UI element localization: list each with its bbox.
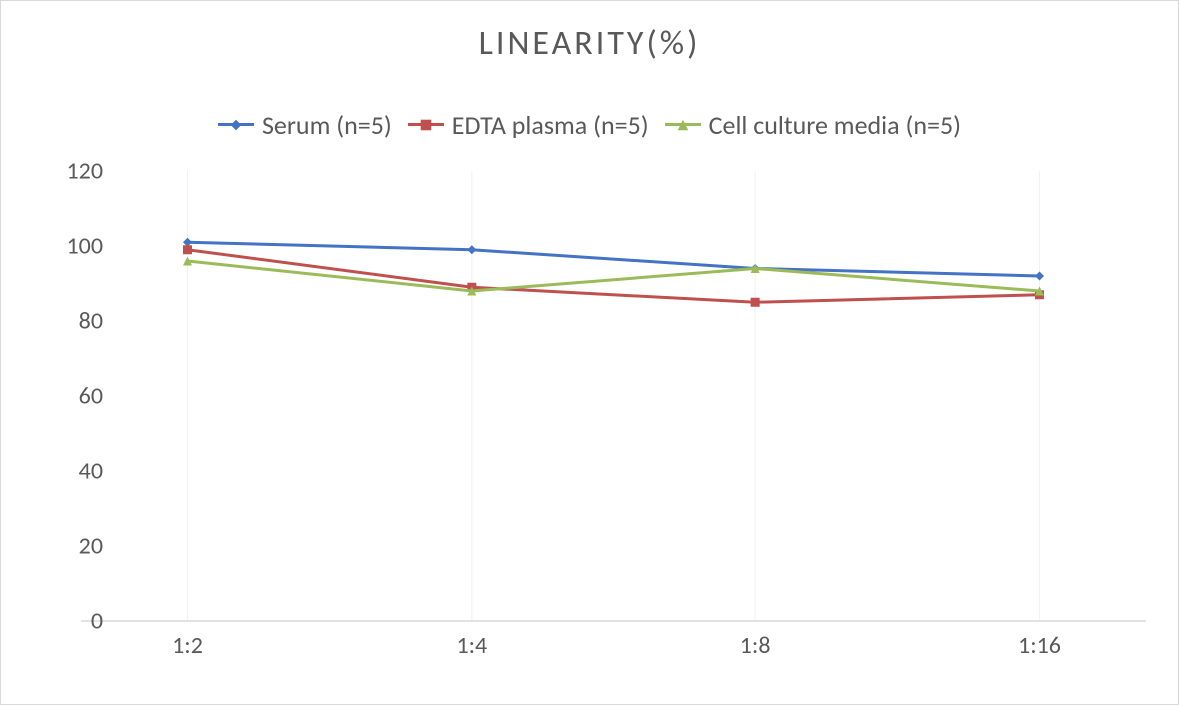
legend-line-icon xyxy=(408,123,444,126)
legend-label: EDTA plasma (n=5) xyxy=(452,109,649,141)
y-tick-label: 20 xyxy=(43,532,103,561)
legend-item: Serum (n=5) xyxy=(218,109,392,141)
legend-label: Cell culture media (n=5) xyxy=(709,109,961,141)
legend-line-icon xyxy=(218,123,254,126)
y-tick-label: 0 xyxy=(43,607,103,636)
diamond-marker-icon xyxy=(1035,272,1044,281)
legend-item: EDTA plasma (n=5) xyxy=(408,109,649,141)
square-marker-icon xyxy=(751,298,760,307)
series-line xyxy=(188,242,1040,276)
plot-svg xyxy=(81,171,1146,621)
chart-container: LINEARITY(%) Serum (n=5) EDTA plasma (n=5… xyxy=(0,0,1179,705)
y-tick-label: 80 xyxy=(43,307,103,336)
x-tick-label: 1:16 xyxy=(1018,631,1061,660)
x-tick-label: 1:4 xyxy=(456,631,487,660)
y-tick-label: 60 xyxy=(43,382,103,411)
y-tick-label: 100 xyxy=(43,232,103,261)
square-marker-icon xyxy=(419,118,432,131)
square-marker-icon xyxy=(183,245,192,254)
x-tick-label: 1:8 xyxy=(740,631,771,660)
plot-area xyxy=(81,171,1146,621)
chart-legend: Serum (n=5) EDTA plasma (n=5) Cell culture… xyxy=(1,101,1178,141)
diamond-marker-icon xyxy=(467,245,476,254)
legend-line-icon xyxy=(665,123,701,126)
legend-label: Serum (n=5) xyxy=(262,109,392,141)
triangle-marker-icon xyxy=(676,118,689,131)
y-tick-label: 40 xyxy=(43,457,103,486)
legend-item: Cell culture media (n=5) xyxy=(665,109,961,141)
chart-title: LINEARITY(%) xyxy=(1,23,1178,64)
y-tick-label: 120 xyxy=(43,157,103,186)
diamond-marker-icon xyxy=(230,118,243,131)
x-tick-label: 1:2 xyxy=(172,631,203,660)
